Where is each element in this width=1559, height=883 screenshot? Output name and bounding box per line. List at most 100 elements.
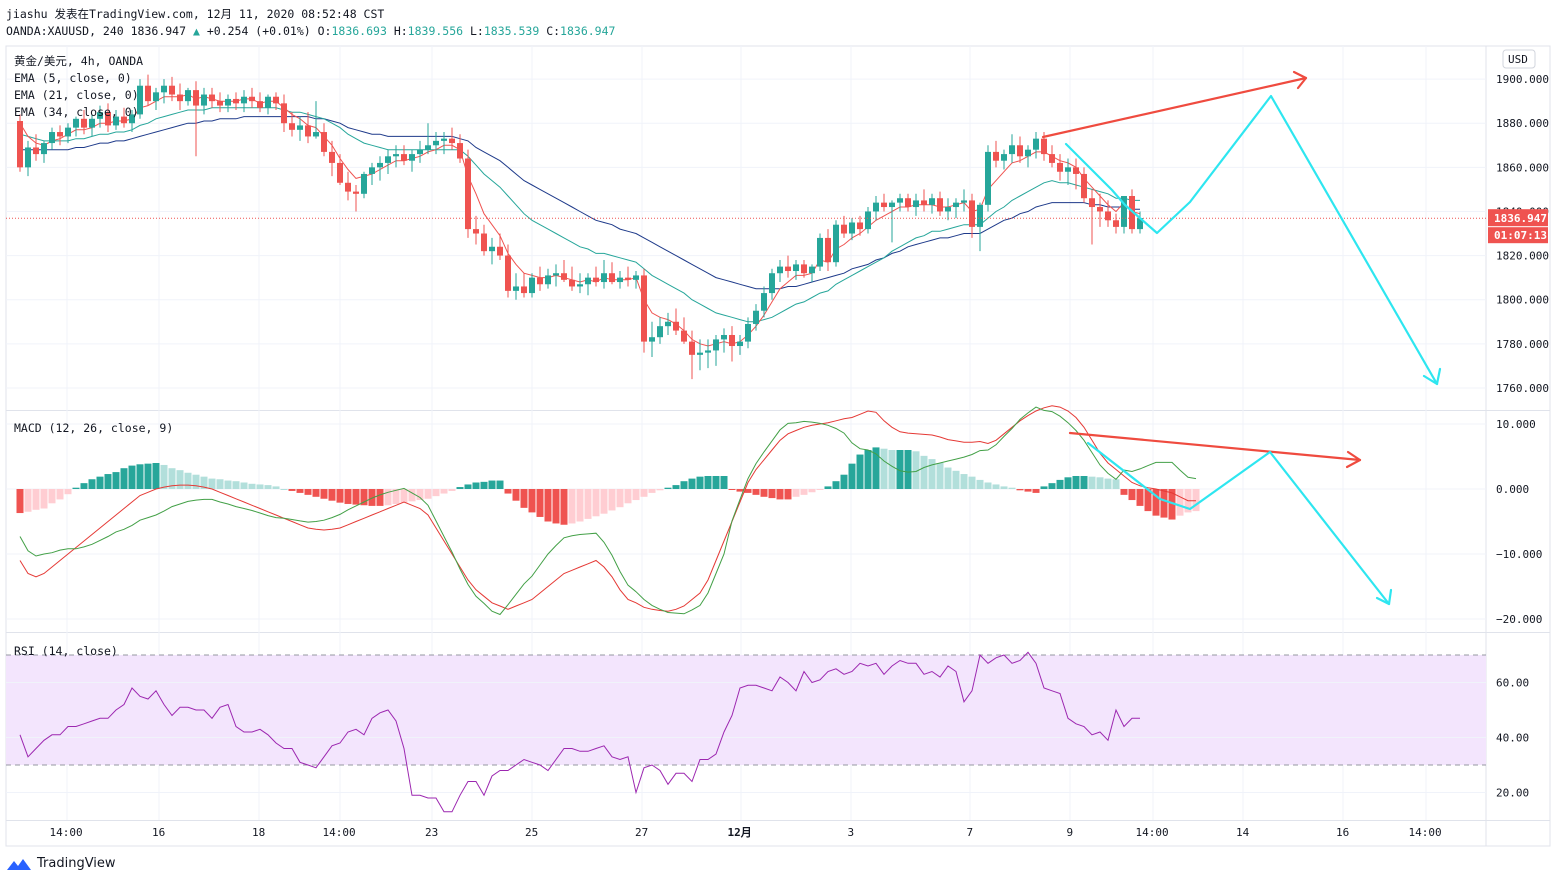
- candle-body: [969, 200, 975, 227]
- macd-histogram-bar: [968, 476, 976, 489]
- macd-histogram-bar: [464, 484, 472, 489]
- candle-body: [585, 277, 591, 285]
- candle-body: [617, 277, 623, 283]
- time-tick-label: 25: [525, 826, 538, 839]
- macd-histogram-bar: [608, 489, 616, 511]
- macd-histogram-bar: [16, 489, 24, 514]
- trend-arrow-up: [1041, 76, 1308, 139]
- candle-body: [393, 154, 399, 157]
- candle-body: [785, 266, 791, 272]
- macd-histogram-bar: [216, 479, 224, 489]
- macd-histogram-bar: [1128, 489, 1136, 501]
- candle-body: [1097, 207, 1103, 212]
- candle-body: [857, 222, 863, 230]
- macd-histogram-bar: [728, 489, 736, 490]
- price-tick-label: 1820.000: [1496, 250, 1549, 263]
- macd-histogram-bar: [1112, 479, 1120, 489]
- macd-histogram-bar: [648, 489, 656, 493]
- candle-body: [545, 275, 551, 285]
- macd-histogram-bar: [416, 489, 424, 501]
- macd-histogram-bar: [1088, 476, 1096, 489]
- macd-histogram-bar: [496, 480, 504, 489]
- candle-body: [705, 350, 711, 353]
- candle-body: [577, 284, 583, 287]
- open-label: O:: [317, 24, 332, 38]
- macd-histogram-bar: [1000, 486, 1008, 489]
- macd-histogram-bar: [880, 448, 888, 489]
- candle-body: [1049, 154, 1055, 163]
- macd-histogram-bar: [344, 489, 352, 504]
- candle-body: [481, 233, 487, 252]
- macd-histogram-bar: [752, 489, 760, 495]
- macd-histogram-bar: [1048, 483, 1056, 489]
- candle-body: [697, 352, 703, 355]
- candle-body: [17, 121, 23, 168]
- macd-histogram-bar: [144, 463, 152, 489]
- macd-histogram-bar: [1072, 476, 1080, 489]
- macd-histogram-bar: [376, 489, 384, 506]
- candle-body: [529, 277, 535, 294]
- candle-body: [873, 202, 879, 212]
- macd-histogram-bar: [72, 487, 80, 489]
- candle-body: [409, 154, 415, 161]
- macd-tick-label: 10.000: [1496, 418, 1536, 431]
- macd-histogram-bar: [32, 489, 40, 510]
- candle-body: [1033, 138, 1039, 150]
- macd-histogram-bar: [200, 476, 208, 489]
- macd-tick-label: 0.000: [1496, 483, 1529, 496]
- macd-histogram-bar: [160, 464, 168, 489]
- candle-body: [665, 321, 671, 327]
- macd-histogram-bar: [56, 489, 64, 500]
- candle-body: [657, 326, 663, 338]
- publish-info: jiashu 发表在TradingView.com, 12月 11, 2020 …: [6, 7, 385, 21]
- macd-histogram-bar: [208, 478, 216, 489]
- macd-histogram-bar: [384, 489, 392, 506]
- candle-body: [921, 200, 927, 205]
- macd-histogram-bar: [480, 481, 488, 489]
- low-label: L:: [470, 24, 484, 38]
- price-tick-label: 1760.000: [1496, 382, 1549, 395]
- candle-body: [833, 224, 839, 263]
- candle-body: [625, 277, 631, 280]
- time-tick-label: 14:00: [323, 826, 356, 839]
- macd-histogram-bar: [312, 489, 320, 497]
- candle-body: [537, 277, 543, 285]
- candle-body: [913, 200, 919, 208]
- macd-histogram-bar: [520, 489, 528, 508]
- macd-histogram-bar: [448, 489, 456, 491]
- close-value: 1836.947: [560, 24, 616, 38]
- candle-body: [601, 273, 607, 283]
- macd-histogram-bar: [784, 489, 792, 500]
- tradingview-brand[interactable]: TradingView: [6, 856, 116, 871]
- candle-body: [297, 125, 303, 130]
- candle-body: [1137, 218, 1143, 230]
- macd-histogram-bar: [528, 489, 536, 513]
- candle-body: [225, 98, 231, 106]
- candle-body: [1121, 196, 1127, 227]
- macd-histogram-bar: [848, 463, 856, 489]
- macd-histogram-bar: [80, 483, 88, 489]
- macd-histogram-bar: [568, 489, 576, 524]
- price-tick-label: 1800.000: [1496, 294, 1549, 307]
- macd-histogram-bar: [664, 487, 672, 489]
- ohlc-summary: OANDA:XAUUSD, 240 1836.947 ▲ +0.254 (+0.…: [6, 24, 615, 38]
- macd-histogram-bar: [1144, 489, 1152, 512]
- candle-body: [385, 156, 391, 163]
- candle-body: [257, 101, 263, 108]
- time-tick-label: 3: [848, 826, 855, 839]
- ema21-line: [19, 107, 1140, 323]
- countdown-label: 01:07:13: [1494, 229, 1547, 242]
- time-tick-label: 27: [635, 826, 648, 839]
- macd-histogram-bar: [1120, 489, 1128, 495]
- symbol-price: OANDA:XAUUSD, 240 1836.947: [6, 24, 187, 38]
- macd-histogram-bar: [984, 482, 992, 489]
- macd-histogram-bar: [1104, 478, 1112, 489]
- time-tick-label: 16: [1336, 826, 1349, 839]
- time-tick-label: 14: [1236, 826, 1250, 839]
- macd-histogram-bar: [744, 489, 752, 493]
- candle-body: [777, 266, 783, 274]
- macd-histogram-bar: [680, 481, 688, 489]
- forecast-path-macd: [1086, 441, 1391, 606]
- rsi-line: [19, 651, 1140, 813]
